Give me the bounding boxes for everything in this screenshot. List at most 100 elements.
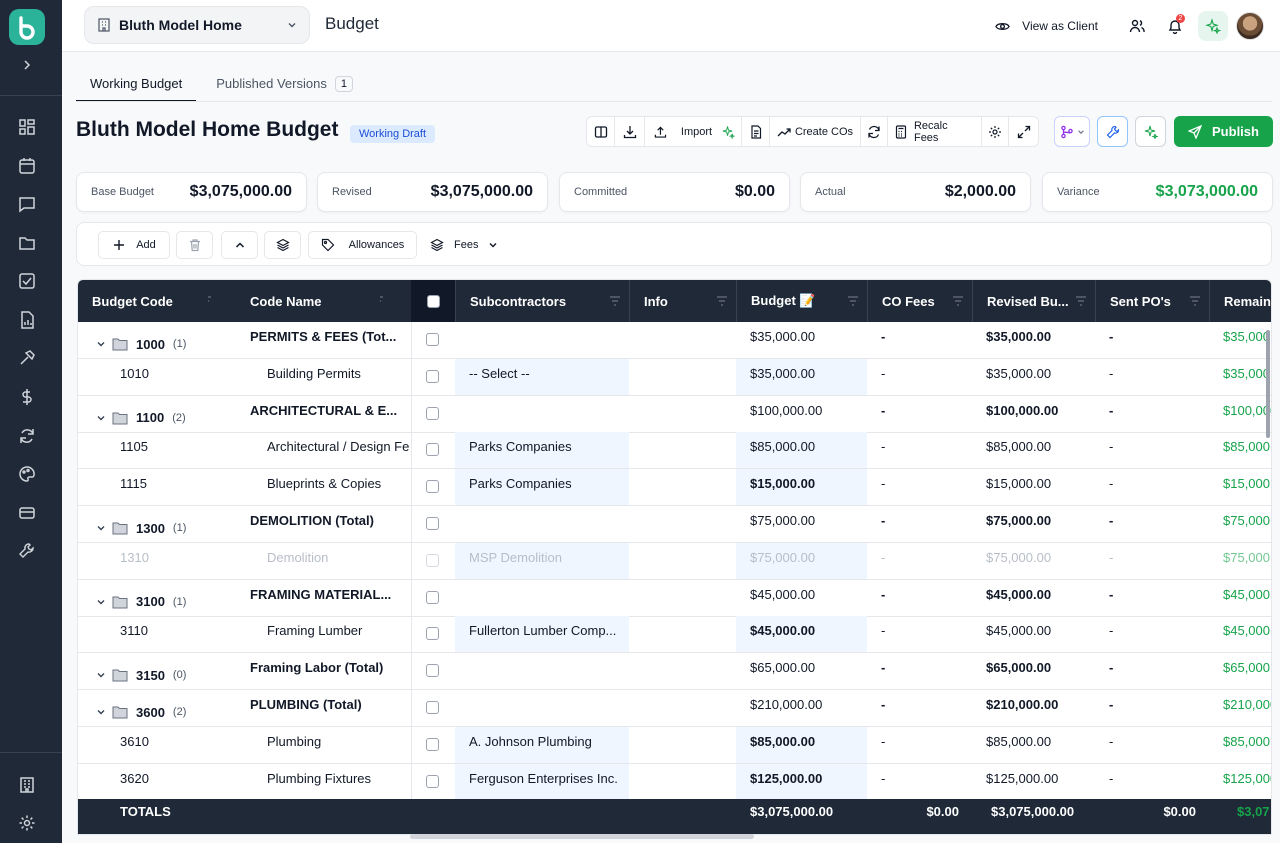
collapse-all-button[interactable] — [221, 231, 258, 259]
table-row[interactable]: 3110 Framing Lumber Fullerton Lumber Com… — [78, 616, 1271, 654]
avatar[interactable] — [1236, 12, 1264, 40]
columns-button[interactable] — [587, 117, 615, 146]
subcontractor-cell[interactable]: Fullerton Lumber Comp... — [455, 616, 629, 653]
delete-button[interactable] — [176, 231, 213, 259]
group-row[interactable]: 1300 (1) DEMOLITION (Total) $75,000.00 -… — [78, 506, 1271, 543]
create-cos-button[interactable]: Create COs — [770, 117, 861, 146]
budget-cell[interactable]: $35,000.00 — [750, 329, 816, 344]
allowances-button[interactable]: Allowances — [308, 231, 417, 259]
chevron-down-icon[interactable] — [96, 597, 106, 607]
budget-cell[interactable]: $85,000.00 — [736, 432, 867, 469]
subcontractor-cell[interactable]: A. Johnson Plumbing — [455, 726, 629, 763]
sync-icon[interactable] — [16, 425, 38, 447]
filter-icon[interactable] — [952, 295, 964, 307]
row-checkbox[interactable] — [426, 517, 439, 530]
budget-cell[interactable]: $210,000.00 — [750, 697, 823, 712]
subcontractor-cell[interactable] — [455, 690, 629, 726]
chevron-down-icon[interactable] — [96, 413, 106, 423]
fees-dropdown[interactable]: Fees — [430, 231, 498, 259]
row-checkbox[interactable] — [426, 406, 439, 420]
info-cell[interactable] — [629, 543, 736, 579]
col-budget[interactable]: Budget 📝 — [736, 280, 867, 322]
col-revised-budget[interactable]: Revised Bu... — [972, 280, 1095, 322]
chevron-down-icon[interactable] — [96, 339, 106, 349]
subcontractor-cell[interactable] — [455, 506, 629, 542]
group-row[interactable]: 3600 (2) PLUMBING (Total) $210,000.00 - … — [78, 690, 1271, 727]
fee-settings-button[interactable] — [982, 117, 1009, 146]
info-cell[interactable] — [629, 432, 736, 468]
group-row[interactable]: 1100 (2) ARCHITECTURAL & E... $100,000.0… — [78, 396, 1271, 433]
code-name[interactable]: FRAMING MATERIAL... — [250, 586, 392, 602]
tools-button[interactable] — [1097, 116, 1128, 147]
select-all-checkbox[interactable] — [426, 294, 440, 308]
dashboard-icon[interactable] — [16, 116, 38, 138]
col-budget-code[interactable]: Budget Code — [92, 293, 173, 309]
row-checkbox[interactable] — [426, 627, 439, 641]
code-name[interactable]: PERMITS & FEES (Tot... — [250, 329, 397, 344]
row-checkbox[interactable] — [426, 333, 439, 346]
settings-icon[interactable] — [16, 812, 38, 834]
row-checkbox[interactable] — [426, 774, 439, 788]
filter-icon[interactable] — [847, 295, 859, 307]
budget-cell[interactable]: $65,000.00 — [750, 660, 816, 676]
info-cell[interactable] — [629, 396, 736, 432]
horizontal-scrollbar[interactable] — [410, 834, 754, 839]
col-info[interactable]: Info — [629, 280, 736, 322]
chevron-down-icon[interactable] — [96, 670, 106, 680]
view-as-client-button[interactable]: View as Client — [995, 19, 1098, 34]
budget-cell[interactable]: $100,000.00 — [750, 402, 823, 418]
vertical-scrollbar[interactable] — [1266, 330, 1270, 438]
publish-button[interactable]: Publish — [1174, 116, 1273, 147]
code-name[interactable]: Blueprints & Copies — [267, 476, 382, 492]
palette-icon[interactable] — [16, 463, 38, 485]
budget-cell[interactable]: $125,000.00 — [736, 763, 867, 800]
layers-button[interactable] — [264, 231, 301, 259]
tasks-icon[interactable] — [16, 270, 38, 292]
group-row[interactable]: 3150 (0) Framing Labor (Total) $65,000.0… — [78, 653, 1271, 691]
subcontractor-cell[interactable]: Parks Companies — [455, 432, 629, 469]
table-row[interactable]: 1115 Blueprints & Copies Parks Companies… — [78, 469, 1271, 507]
document-button[interactable] — [742, 117, 770, 146]
filter-icon[interactable] — [609, 295, 621, 307]
info-cell[interactable] — [629, 469, 736, 505]
subcontractor-cell[interactable]: Ferguson Enterprises Inc. — [455, 763, 629, 800]
col-code-name[interactable]: Code Name — [250, 293, 322, 309]
col-remaining[interactable]: Remaini — [1209, 280, 1271, 322]
workflow-dropdown[interactable] — [1054, 116, 1090, 147]
download-button[interactable] — [615, 117, 645, 146]
subcontractor-cell[interactable] — [455, 580, 629, 616]
budget-cell[interactable]: $45,000.00 — [736, 616, 867, 653]
budget-cell[interactable]: $75,000.00 — [736, 542, 867, 579]
code-name[interactable]: Demolition — [267, 549, 329, 565]
import-button[interactable]: Import — [645, 117, 742, 146]
wrench-icon[interactable] — [16, 540, 38, 562]
ai-assistant-button[interactable] — [1198, 11, 1228, 41]
info-cell[interactable] — [629, 580, 736, 616]
tab-published-versions[interactable]: Published Versions 1 — [202, 70, 367, 102]
subcontractor-cell[interactable] — [455, 653, 629, 689]
budget-cell[interactable]: $35,000.00 — [736, 358, 867, 395]
code-name[interactable]: Framing Labor (Total) — [250, 660, 384, 676]
group-row[interactable]: 1000 (1) PERMITS & FEES (Tot... $35,000.… — [78, 322, 1271, 359]
refresh-button[interactable] — [861, 117, 888, 146]
table-row[interactable]: 1310 Demolition MSP Demolition $75,000.0… — [78, 542, 1271, 580]
code-name[interactable]: Architectural / Design Fee — [267, 439, 410, 455]
chevron-down-icon[interactable] — [96, 523, 106, 533]
budget-cell[interactable]: $45,000.00 — [750, 586, 816, 602]
filter-icon[interactable] — [1189, 295, 1201, 307]
code-name[interactable]: Framing Lumber — [267, 623, 363, 639]
code-name[interactable]: ARCHITECTURAL & E... — [250, 402, 398, 418]
info-cell[interactable] — [629, 322, 736, 358]
col-subcontractors[interactable]: Subcontractors — [455, 280, 629, 322]
code-name[interactable]: Plumbing — [267, 733, 322, 749]
table-row[interactable]: 1010 Building Permits -- Select -- $35,0… — [78, 358, 1271, 396]
messages-icon[interactable] — [16, 193, 38, 215]
users-button[interactable] — [1122, 11, 1152, 41]
expand-sidebar-icon[interactable] — [18, 56, 36, 74]
subcontractor-cell[interactable]: Parks Companies — [455, 469, 629, 506]
table-row[interactable]: 3610 Plumbing A. Johnson Plumbing $85,00… — [78, 726, 1271, 764]
row-checkbox[interactable] — [426, 664, 439, 678]
card-icon[interactable] — [16, 502, 38, 524]
col-select-all[interactable] — [411, 280, 455, 322]
row-checkbox[interactable] — [426, 590, 439, 604]
